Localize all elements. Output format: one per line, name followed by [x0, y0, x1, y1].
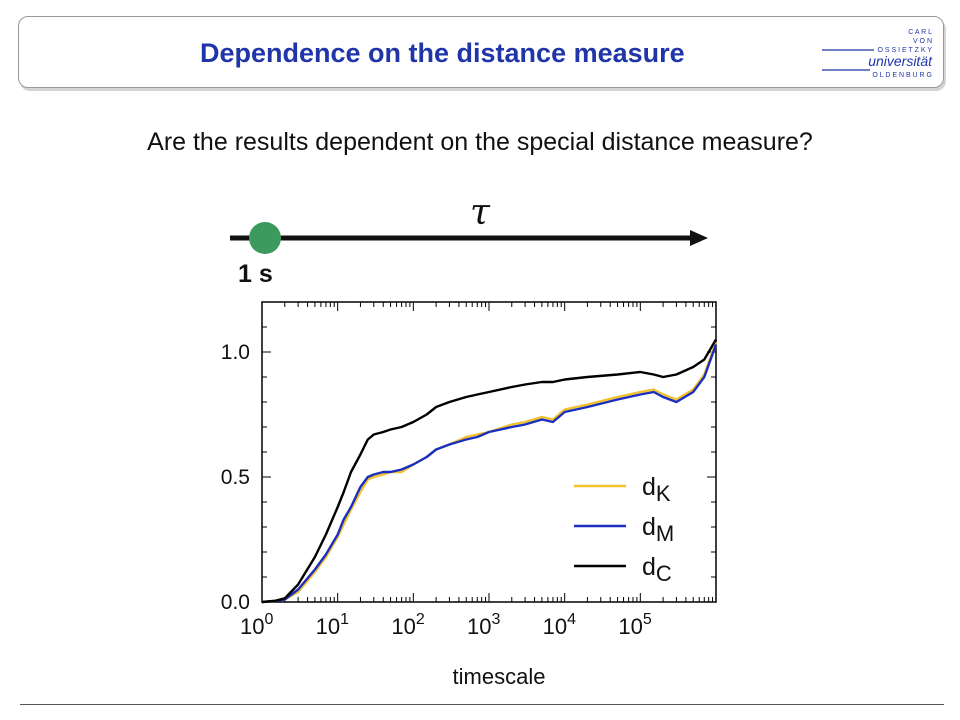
title-frame [18, 16, 944, 88]
x-axis-label: timescale [453, 664, 546, 689]
tau-symbol: τ [470, 192, 490, 233]
y-tick-label: 0.0 [221, 591, 250, 614]
series-line-M [261, 344, 718, 604]
x-tick-label: 104 [543, 611, 576, 639]
logo-line-2: V O N [913, 38, 932, 45]
legend-label-C: dC [642, 553, 672, 586]
timescale-arrow [230, 222, 708, 254]
bottom-divider [20, 704, 944, 705]
start-marker [249, 222, 281, 254]
y-tick-label: 1.0 [221, 341, 250, 364]
x-tick-label: 101 [316, 611, 349, 639]
x-tick-label: 105 [618, 611, 651, 639]
series-line-C [261, 338, 718, 604]
logo-line-5: O L D E N B U R G [872, 72, 932, 79]
question-text: Are the results dependent on the special… [147, 128, 813, 156]
x-tick-label: 100 [240, 611, 273, 639]
x-tick-label: 103 [467, 611, 500, 639]
legend-label-K: dK [642, 473, 671, 506]
logo-line-1: C A R L [908, 29, 932, 36]
time-label: 1 s [238, 260, 273, 288]
logo-line-3: O S S I E T Z K Y [878, 47, 933, 54]
slide-title: Dependence on the distance measure [200, 38, 685, 68]
arrow-head [690, 230, 708, 246]
legend-label-M: dM [642, 513, 674, 546]
logo-line-4: universität [868, 53, 933, 69]
y-tick-label: 0.5 [221, 466, 250, 489]
line-chart: 0.0 0.5 1.0 100 101 102 103 104 105 timescale dK dM… [221, 301, 718, 689]
x-tick-label: 102 [391, 611, 424, 639]
university-logo: C A R L V O N O S S I E T Z K Y universi… [822, 29, 933, 79]
